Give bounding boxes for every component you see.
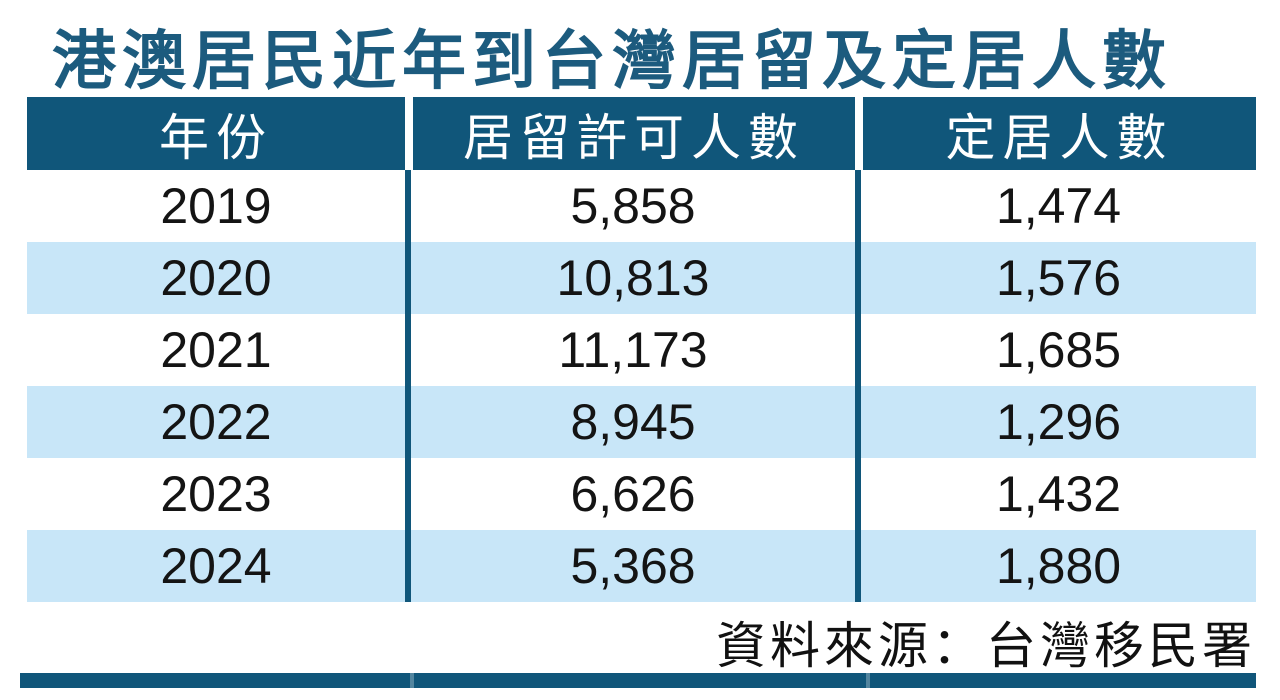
table-cell-year: 2020 xyxy=(160,250,272,306)
table-cell-residence: 6,626 xyxy=(405,458,855,530)
table-row: 2023 6,626 1,432 xyxy=(27,458,1256,530)
table-cell-residence: 11,173 xyxy=(405,314,855,386)
column-header-year: 年份 xyxy=(159,109,273,166)
table-row: 2019 5,858 1,474 xyxy=(27,170,1256,242)
table-cell-settlement: 1,296 xyxy=(855,386,1256,458)
table-cell-year: 2024 xyxy=(160,538,272,594)
table-row: 2024 5,368 1,880 xyxy=(27,530,1256,602)
table-cell-residence: 5,858 xyxy=(405,170,855,242)
table-cell-settlement: 1,576 xyxy=(855,242,1256,314)
table-cell-residence: 10,813 xyxy=(405,242,855,314)
table-row: 2021 11,173 1,685 xyxy=(27,314,1256,386)
column-header-settlement: 定居人數 xyxy=(855,97,1256,170)
table-cell-settlement: 1,432 xyxy=(855,458,1256,530)
table-cell-residence: 8,945 xyxy=(405,386,855,458)
table-cell-year: 2019 xyxy=(160,178,272,234)
page-title: 港澳居民近年到台灣居留及定居人數 xyxy=(52,25,1172,97)
bar-divider-notch xyxy=(866,673,870,688)
table-cell-settlement: 1,474 xyxy=(855,170,1256,242)
source-note: 資料來源：台灣移民署 xyxy=(716,618,1256,674)
bottom-bar xyxy=(20,673,1256,688)
table-row: 2022 8,945 1,296 xyxy=(27,386,1256,458)
table-cell-year: 2022 xyxy=(160,394,272,450)
table-cell-year: 2021 xyxy=(160,322,272,378)
table-row: 2020 10,813 1,576 xyxy=(27,242,1256,314)
table-cell-settlement: 1,685 xyxy=(855,314,1256,386)
table-header-row: 年份 居留許可人數 定居人數 xyxy=(27,97,1256,170)
table-cell-residence: 5,368 xyxy=(405,530,855,602)
column-header-residence-permits: 居留許可人數 xyxy=(405,97,855,170)
bar-divider-notch xyxy=(410,673,414,688)
table-cell-settlement: 1,880 xyxy=(855,530,1256,602)
table-cell-year: 2023 xyxy=(160,466,272,522)
data-table: 年份 居留許可人數 定居人數 2019 5,858 1,474 2020 10,… xyxy=(27,97,1256,602)
